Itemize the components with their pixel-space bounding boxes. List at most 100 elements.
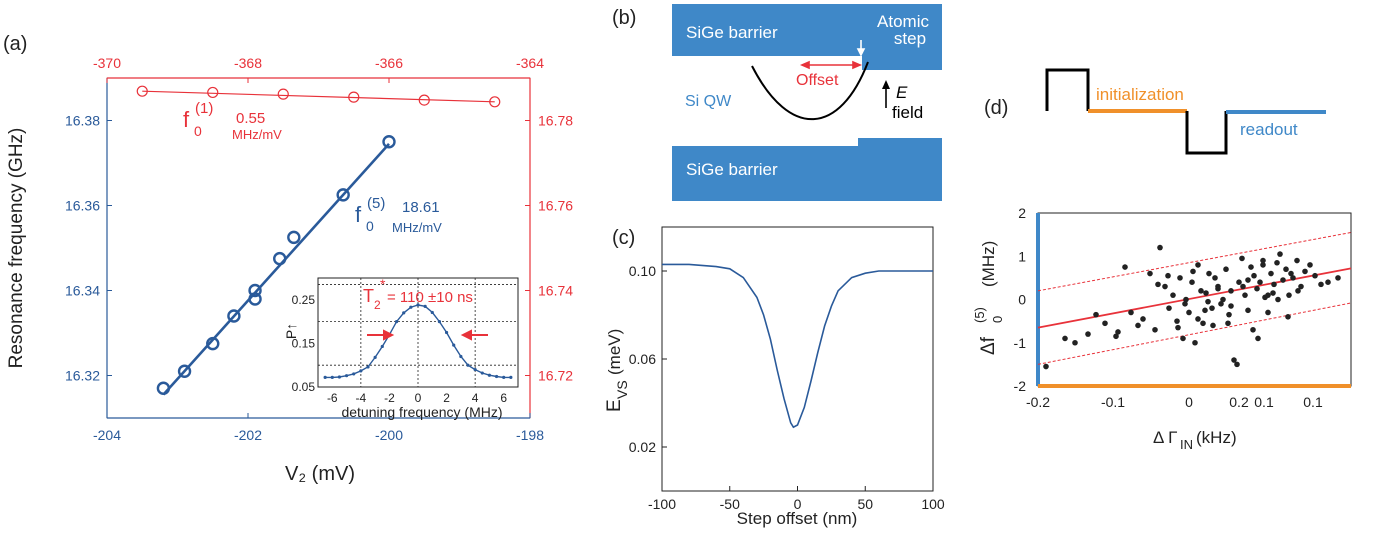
d-point [1240, 283, 1246, 290]
a-ytick-label: 16.32 [65, 368, 100, 384]
panel-a-xlabel: V₂ (mV) [285, 463, 355, 485]
inset-t2-annotation: T 2 * = 110 ±10 ns [363, 276, 473, 312]
inset-point [373, 355, 377, 359]
d-point [1085, 331, 1091, 337]
d-point [1260, 262, 1266, 268]
panel-label-d: (d) [984, 97, 1008, 119]
d-point [1128, 309, 1134, 316]
e-field-label-field: field [892, 103, 923, 122]
inset-point [394, 320, 399, 324]
offset-arrow [799, 60, 863, 70]
panel-a-blue-fit-group [162, 143, 390, 396]
d-point [1294, 257, 1300, 264]
d-xtick-label: 0.1 [1254, 394, 1274, 410]
panel-a-f01-label: f 0 (1) 0.55 MHz/mV [183, 100, 282, 142]
a-blue-point [248, 292, 262, 306]
d-point [1186, 309, 1192, 316]
atomic-step-label-1: Atomic [877, 12, 929, 31]
d-point [1325, 279, 1331, 286]
d-point [1228, 288, 1234, 294]
d-point [1166, 305, 1172, 311]
d-fit-band-upper [1037, 231, 1352, 292]
d-point [1206, 270, 1212, 277]
d-point [1248, 264, 1254, 270]
d-point [1288, 270, 1294, 277]
d-point [1183, 296, 1189, 303]
e-field-label-e: E [896, 83, 908, 102]
d-point [1231, 357, 1237, 363]
inset-point [380, 344, 384, 349]
inset-point [430, 310, 434, 315]
d-point [1210, 322, 1216, 329]
a-blue-point [273, 251, 287, 266]
inset-point [494, 374, 499, 379]
d-point [1177, 275, 1183, 281]
d-point [1290, 275, 1296, 281]
d-point [1198, 288, 1204, 294]
pulse-init-label: initialization [1096, 85, 1184, 104]
t2-rest: = 110 ±10 ns [387, 289, 473, 306]
a-blue-point [287, 230, 301, 245]
d-point [1072, 339, 1078, 346]
atomic-step-arrow [856, 40, 866, 57]
bottom-barrier-label: SiGe barrier [686, 160, 778, 179]
d-point [1286, 292, 1292, 298]
top-barrier-label: SiGe barrier [686, 23, 778, 42]
d-point [1113, 333, 1119, 340]
d-point [1251, 272, 1257, 279]
inset-point [466, 363, 470, 367]
inset-point [337, 375, 342, 379]
panel-d-xlabel-sub: IN [1180, 437, 1193, 452]
panel-c-ylabel-main: E [604, 399, 625, 412]
panel-a-red-fit-group [142, 90, 495, 103]
pulse-readout-label: readout [1240, 120, 1298, 139]
inset-grid [318, 278, 518, 387]
d-ytick-label: -1 [1014, 335, 1027, 351]
a-top-xtick-label: -370 [93, 55, 121, 71]
f01-f: f [183, 107, 190, 132]
d-xtick-label: -0.1 [1101, 394, 1125, 410]
a-red-point [489, 96, 501, 108]
inset-point [502, 375, 506, 380]
d-point [1255, 335, 1261, 342]
d-point [1226, 311, 1232, 318]
d-point [1140, 316, 1146, 322]
t2-star: * [380, 276, 386, 292]
panel-label-c: (c) [612, 227, 635, 249]
a-right-ytick-label: 16.72 [538, 368, 573, 384]
d-xtick-label: 0.1 [1303, 394, 1323, 410]
d-point [1335, 275, 1341, 281]
panel-d-pulse: initialization readout [1045, 68, 1326, 155]
d-point [1195, 316, 1201, 322]
d-point [1152, 326, 1158, 333]
d-point [1245, 307, 1251, 314]
inset-xtick-label: 0 [415, 391, 422, 405]
d-point [1135, 322, 1141, 329]
panel-b-diagram: SiGe barrier SiGe barrier Atomic step Si… [672, 4, 942, 201]
d-point [1155, 281, 1161, 288]
a-red-fit-line [142, 90, 495, 103]
d-point [1318, 281, 1324, 288]
panel-d-points [1043, 244, 1341, 370]
d-point [1265, 309, 1271, 316]
a-blue-point [206, 336, 220, 351]
d-point [1175, 324, 1181, 331]
inset-ticks: -6 -4 -2 0 2 4 6 0.05 0.15 0.25 [292, 293, 508, 405]
a-right-ytick-label: 16.74 [538, 283, 573, 299]
d-point [1220, 296, 1226, 303]
d-point [1295, 288, 1301, 294]
f01-sub: 0 [194, 123, 202, 139]
inset-point [487, 373, 492, 377]
f05-slope-unit: MHz/mV [392, 220, 442, 235]
inset-xtick-label: 2 [443, 391, 450, 405]
d-point [1298, 283, 1304, 290]
panel-d-xlabel-main: Δ Γ [1153, 428, 1178, 447]
c-xtick-label: 50 [857, 496, 873, 512]
d-point [1250, 326, 1256, 333]
d-fit-band-lower [1037, 302, 1352, 365]
d-point [1122, 264, 1128, 270]
panel-d-ylabel-sub: 0 [990, 316, 1005, 323]
a-right-ytick-label: 16.76 [538, 198, 573, 214]
offset-arrowhead-left [799, 60, 810, 70]
inset-xtick-label: 4 [472, 391, 479, 405]
